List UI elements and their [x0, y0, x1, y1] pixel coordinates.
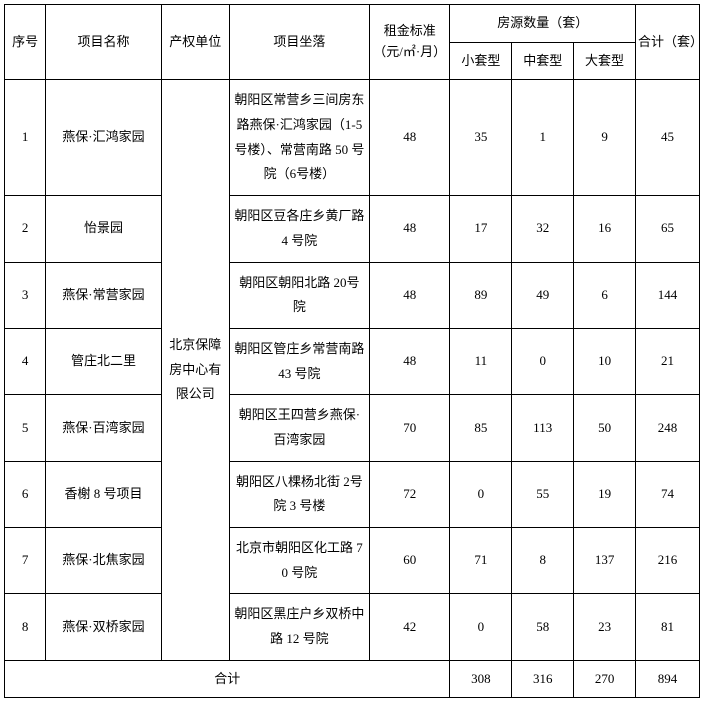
cell-location: 朝阳区常营乡三间房东路燕保·汇鸿家园（1-5 号楼）、常营南路 50 号院（6号… [229, 80, 369, 196]
cell-name: 怡景园 [46, 196, 161, 262]
table-row: 4管庄北二里 朝阳区管庄乡常营南路 43 号院481101021 [5, 328, 700, 394]
table-body: 1燕保·汇鸿家园北京保障房中心有限公司朝阳区常营乡三间房东路燕保·汇鸿家园（1-… [5, 80, 700, 660]
table-row: 8燕保·双桥家园 朝阳区黑庄户乡双桥中路 12 号院420582381 [5, 594, 700, 660]
cell-total: 45 [636, 80, 700, 196]
cell-total: 81 [636, 594, 700, 660]
table-row: 5燕保·百湾家园 朝阳区王四营乡燕保·百湾家园708511350248 [5, 395, 700, 461]
cell-large: 6 [574, 262, 636, 328]
cell-small: 35 [450, 80, 512, 196]
cell-rent: 48 [369, 80, 449, 196]
header-total: 合计（套） [636, 5, 700, 80]
cell-rent: 72 [369, 461, 449, 527]
cell-seq: 4 [5, 328, 46, 394]
cell-large: 50 [574, 395, 636, 461]
cell-name: 香榭 8 号项目 [46, 461, 161, 527]
cell-medium: 49 [512, 262, 574, 328]
cell-total: 144 [636, 262, 700, 328]
cell-large: 9 [574, 80, 636, 196]
cell-total: 248 [636, 395, 700, 461]
cell-name: 燕保·双桥家园 [46, 594, 161, 660]
cell-medium: 58 [512, 594, 574, 660]
cell-small: 89 [450, 262, 512, 328]
cell-small: 85 [450, 395, 512, 461]
table-row: 7燕保·北焦家园 北京市朝阳区化工路 70 号院60718137216 [5, 528, 700, 594]
table-footer: 合计 308 316 270 894 [5, 660, 700, 698]
cell-large: 19 [574, 461, 636, 527]
table-row: 3燕保·常营家园 朝阳区朝阳北路 20号院4889496144 [5, 262, 700, 328]
cell-medium: 32 [512, 196, 574, 262]
cell-large: 23 [574, 594, 636, 660]
cell-total: 65 [636, 196, 700, 262]
header-rent: 租金标准（元/㎡·月） [369, 5, 449, 80]
cell-small: 0 [450, 594, 512, 660]
cell-large: 10 [574, 328, 636, 394]
cell-large: 137 [574, 528, 636, 594]
cell-rent: 70 [369, 395, 449, 461]
cell-seq: 5 [5, 395, 46, 461]
cell-medium: 0 [512, 328, 574, 394]
cell-location: 朝阳区管庄乡常营南路 43 号院 [229, 328, 369, 394]
cell-small: 71 [450, 528, 512, 594]
footer-large: 270 [574, 660, 636, 698]
table-row: 6香榭 8 号项目 朝阳区八棵杨北街 2号院 3 号楼720551974 [5, 461, 700, 527]
cell-medium: 1 [512, 80, 574, 196]
cell-seq: 6 [5, 461, 46, 527]
cell-total: 21 [636, 328, 700, 394]
cell-medium: 55 [512, 461, 574, 527]
cell-location: 朝阳区八棵杨北街 2号院 3 号楼 [229, 461, 369, 527]
cell-seq: 1 [5, 80, 46, 196]
cell-seq: 3 [5, 262, 46, 328]
cell-total: 216 [636, 528, 700, 594]
header-seq: 序号 [5, 5, 46, 80]
cell-location: 朝阳区黑庄户乡双桥中路 12 号院 [229, 594, 369, 660]
cell-seq: 8 [5, 594, 46, 660]
footer-total: 894 [636, 660, 700, 698]
cell-rent: 48 [369, 328, 449, 394]
cell-owner: 北京保障房中心有限公司 [161, 80, 229, 660]
cell-medium: 8 [512, 528, 574, 594]
cell-rent: 42 [369, 594, 449, 660]
cell-seq: 7 [5, 528, 46, 594]
header-qty-group: 房源数量（套） [450, 5, 636, 43]
cell-name: 燕保·常营家园 [46, 262, 161, 328]
header-medium: 中套型 [512, 42, 574, 80]
header-name: 项目名称 [46, 5, 161, 80]
cell-location: 朝阳区豆各庄乡黄厂路 4 号院 [229, 196, 369, 262]
cell-small: 11 [450, 328, 512, 394]
table-row: 1燕保·汇鸿家园北京保障房中心有限公司朝阳区常营乡三间房东路燕保·汇鸿家园（1-… [5, 80, 700, 196]
header-owner: 产权单位 [161, 5, 229, 80]
cell-small: 0 [450, 461, 512, 527]
cell-location: 朝阳区王四营乡燕保·百湾家园 [229, 395, 369, 461]
cell-seq: 2 [5, 196, 46, 262]
cell-rent: 60 [369, 528, 449, 594]
cell-name: 燕保·百湾家园 [46, 395, 161, 461]
cell-large: 16 [574, 196, 636, 262]
footer-small: 308 [450, 660, 512, 698]
housing-table: 序号 项目名称 产权单位 项目坐落 租金标准（元/㎡·月） 房源数量（套） 合计… [4, 4, 700, 698]
footer-label: 合计 [5, 660, 450, 698]
footer-medium: 316 [512, 660, 574, 698]
cell-medium: 113 [512, 395, 574, 461]
cell-name: 管庄北二里 [46, 328, 161, 394]
header-location: 项目坐落 [229, 5, 369, 80]
cell-rent: 48 [369, 262, 449, 328]
cell-rent: 48 [369, 196, 449, 262]
cell-name: 燕保·汇鸿家园 [46, 80, 161, 196]
table-header: 序号 项目名称 产权单位 项目坐落 租金标准（元/㎡·月） 房源数量（套） 合计… [5, 5, 700, 80]
table-row: 2怡景园 朝阳区豆各庄乡黄厂路 4 号院4817321665 [5, 196, 700, 262]
cell-total: 74 [636, 461, 700, 527]
cell-location: 朝阳区朝阳北路 20号院 [229, 262, 369, 328]
header-large: 大套型 [574, 42, 636, 80]
cell-name: 燕保·北焦家园 [46, 528, 161, 594]
header-small: 小套型 [450, 42, 512, 80]
cell-small: 17 [450, 196, 512, 262]
cell-location: 北京市朝阳区化工路 70 号院 [229, 528, 369, 594]
